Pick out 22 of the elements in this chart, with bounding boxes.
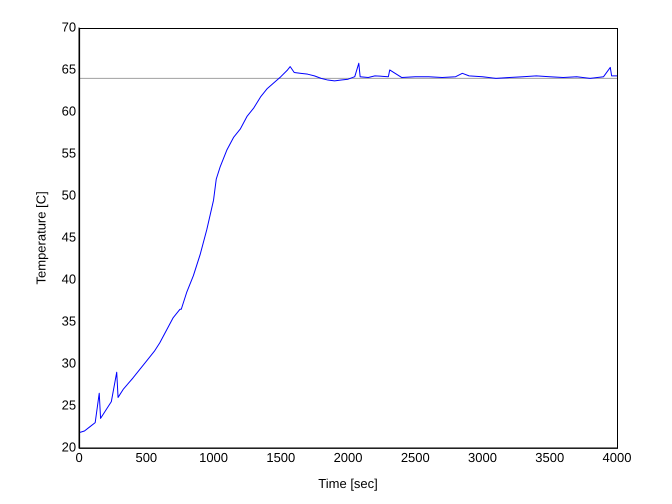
y-tick-label: 65 xyxy=(62,62,76,77)
y-tick-label: 30 xyxy=(62,355,76,370)
x-tick-label: 1500 xyxy=(266,450,296,466)
x-tick-label: 500 xyxy=(135,450,158,466)
y-tick-label: 45 xyxy=(62,229,76,244)
y-tick-label: 70 xyxy=(62,20,76,35)
x-tick-label: 3000 xyxy=(468,450,497,466)
y-tick-label: 35 xyxy=(62,313,76,328)
x-tick-label: 2000 xyxy=(334,450,362,466)
y-tick-label: 50 xyxy=(62,188,76,202)
y-tick-label: 60 xyxy=(62,104,76,119)
x-tick-label: 3500 xyxy=(535,450,564,466)
x-tick-label: 0 xyxy=(75,450,83,466)
x-tick-label: 1000 xyxy=(199,450,228,466)
y-tick-label: 55 xyxy=(62,146,76,161)
y-tick-label: 40 xyxy=(62,271,76,286)
y-axis-title: Temperature [C] xyxy=(33,191,48,284)
x-tick-label: 4000 xyxy=(602,450,632,466)
x-axis-title: Time [sec] xyxy=(318,476,378,491)
y-tick-label: 25 xyxy=(62,397,76,412)
x-tick-label: 2500 xyxy=(400,450,430,466)
y-tick-label: 20 xyxy=(62,439,76,454)
